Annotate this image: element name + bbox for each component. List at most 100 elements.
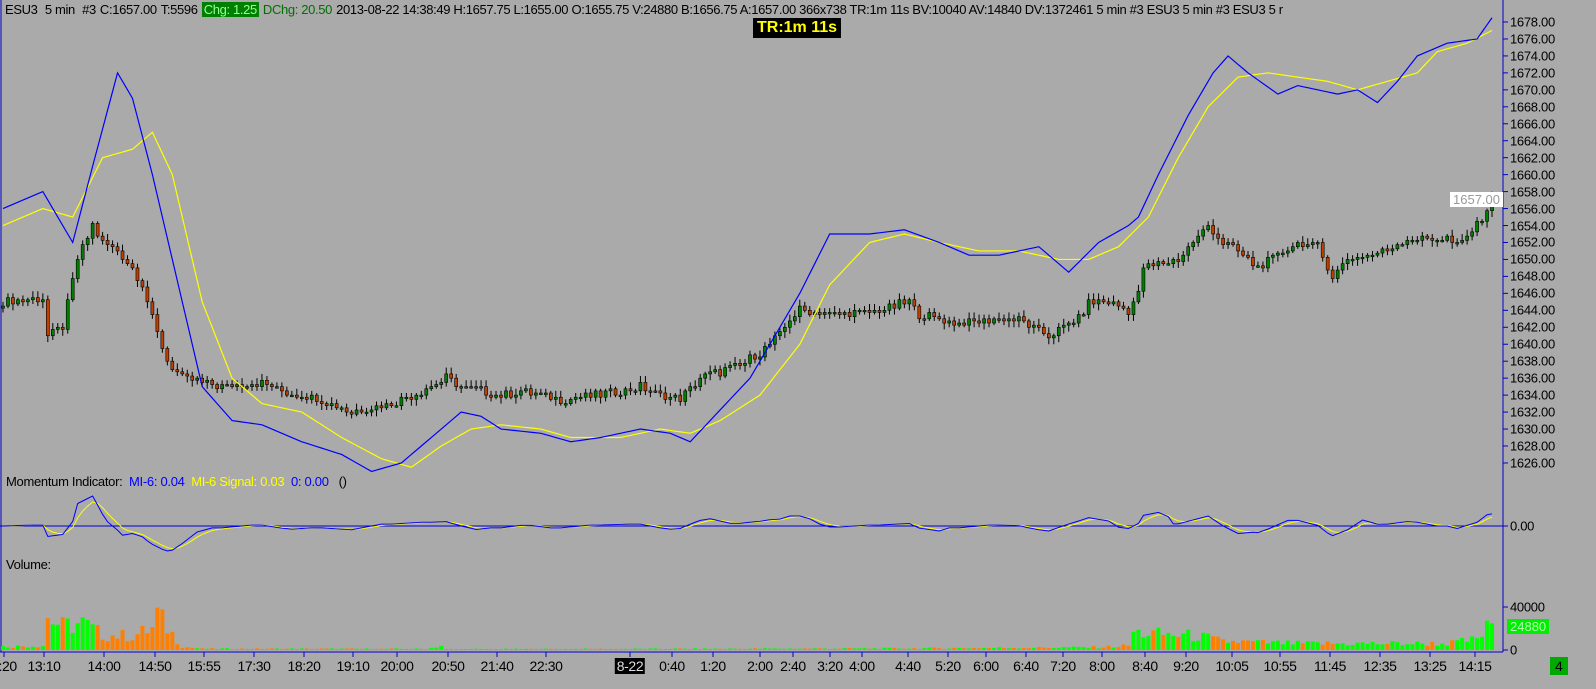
volume-bar bbox=[1340, 643, 1345, 650]
daily-change: DChg: 20.50 bbox=[262, 2, 333, 17]
volume-bar bbox=[1285, 640, 1290, 650]
volume-bar bbox=[867, 648, 872, 650]
volume-bar bbox=[538, 649, 543, 650]
candle-body bbox=[1415, 240, 1420, 243]
volume-bar bbox=[289, 648, 294, 650]
price-tick-label: 1628.00 bbox=[1510, 438, 1555, 454]
time-tick-label: 15:55 bbox=[187, 658, 221, 674]
volume-bar bbox=[1171, 635, 1176, 650]
candle-body bbox=[1236, 244, 1240, 252]
candle-body bbox=[952, 320, 956, 326]
volume-bar bbox=[812, 648, 817, 650]
volume-bar bbox=[284, 648, 289, 650]
price-tick-label: 1658.00 bbox=[1510, 184, 1555, 200]
candle-body bbox=[1315, 242, 1320, 245]
volume-bar bbox=[225, 648, 230, 650]
volume-bar bbox=[220, 648, 225, 650]
candle-body bbox=[359, 409, 364, 413]
volume-bar bbox=[1, 646, 5, 650]
volume-bar bbox=[264, 648, 269, 650]
volume-bar bbox=[15, 645, 20, 650]
time-tick-label: 9:20 bbox=[1173, 658, 1199, 674]
volume-bar bbox=[1061, 647, 1066, 650]
volume-bar bbox=[95, 625, 100, 650]
price-tick-label: 1676.00 bbox=[1510, 31, 1555, 47]
volume-bar bbox=[543, 648, 548, 650]
candle-body bbox=[778, 331, 782, 337]
candle-body bbox=[349, 411, 354, 415]
candle-body bbox=[648, 390, 653, 393]
volume-bar bbox=[1470, 636, 1475, 650]
candle-body bbox=[1126, 307, 1131, 315]
candle-body bbox=[683, 390, 688, 402]
volume-bar bbox=[957, 647, 962, 650]
candle-body bbox=[618, 394, 623, 397]
volume-bar bbox=[75, 623, 80, 650]
candle-body bbox=[1286, 250, 1290, 254]
candle-body bbox=[1032, 324, 1036, 328]
volume-bar bbox=[150, 627, 155, 650]
candle-body bbox=[309, 394, 314, 400]
candle-body bbox=[150, 301, 155, 315]
volume-bar bbox=[653, 648, 658, 650]
volume-bar bbox=[1221, 639, 1226, 650]
candle-body bbox=[578, 396, 583, 400]
volume-bar bbox=[55, 624, 60, 650]
candle-body bbox=[16, 299, 20, 305]
candle-body bbox=[529, 388, 533, 396]
volume-bar bbox=[548, 648, 553, 650]
candle-body bbox=[693, 386, 698, 389]
candle-body bbox=[1181, 254, 1186, 262]
volume-bar bbox=[1405, 644, 1410, 650]
volume-bar bbox=[962, 648, 967, 650]
candle-body bbox=[394, 405, 399, 408]
volume-bar bbox=[215, 648, 220, 650]
volume-bar bbox=[1121, 644, 1126, 650]
volume-bar bbox=[932, 647, 937, 650]
volume-bar bbox=[1086, 647, 1091, 650]
candle-body bbox=[1470, 231, 1474, 237]
volume-bar bbox=[708, 648, 713, 650]
volume-bar bbox=[1236, 643, 1241, 650]
volume-bar bbox=[997, 647, 1001, 650]
volume-bar bbox=[30, 646, 35, 650]
candle-body bbox=[917, 305, 922, 320]
volume-bar bbox=[847, 647, 852, 650]
candle-body bbox=[504, 390, 508, 398]
candle-body bbox=[1420, 235, 1425, 241]
candle-body bbox=[1310, 242, 1315, 245]
candle-body bbox=[464, 386, 468, 389]
volume-bar bbox=[389, 648, 394, 650]
volume-bar bbox=[269, 648, 274, 650]
volume-bar bbox=[145, 633, 150, 650]
volume-bar bbox=[1255, 640, 1260, 650]
candle-body bbox=[250, 384, 254, 387]
page-indicator[interactable]: 4 bbox=[1550, 657, 1568, 675]
candle-body bbox=[100, 235, 105, 241]
candle-body bbox=[802, 305, 807, 311]
candle-body bbox=[673, 394, 678, 398]
price-tick-label: 1654.00 bbox=[1510, 218, 1555, 234]
candle-body bbox=[1390, 248, 1395, 252]
candle-body bbox=[1151, 263, 1156, 267]
volume-bar bbox=[1410, 644, 1415, 650]
candle-body bbox=[1017, 316, 1021, 322]
volume-bar bbox=[185, 647, 190, 650]
candle-body bbox=[987, 318, 991, 324]
candle-body bbox=[409, 396, 414, 400]
volume-bar bbox=[1345, 645, 1350, 650]
volume-bar bbox=[982, 647, 987, 650]
candle-body bbox=[1241, 250, 1245, 256]
volume-bar bbox=[1420, 643, 1425, 650]
candle-body bbox=[1231, 242, 1235, 245]
candle-body bbox=[270, 384, 274, 387]
candle-body bbox=[793, 316, 797, 322]
volume-bar bbox=[399, 648, 404, 650]
volume-bar bbox=[987, 647, 992, 650]
candle-body bbox=[1091, 299, 1096, 305]
volume-bar bbox=[35, 647, 40, 650]
candle-body bbox=[245, 386, 249, 389]
moving-average-slow-line bbox=[2, 29, 1493, 468]
volume-bar bbox=[1485, 620, 1490, 650]
